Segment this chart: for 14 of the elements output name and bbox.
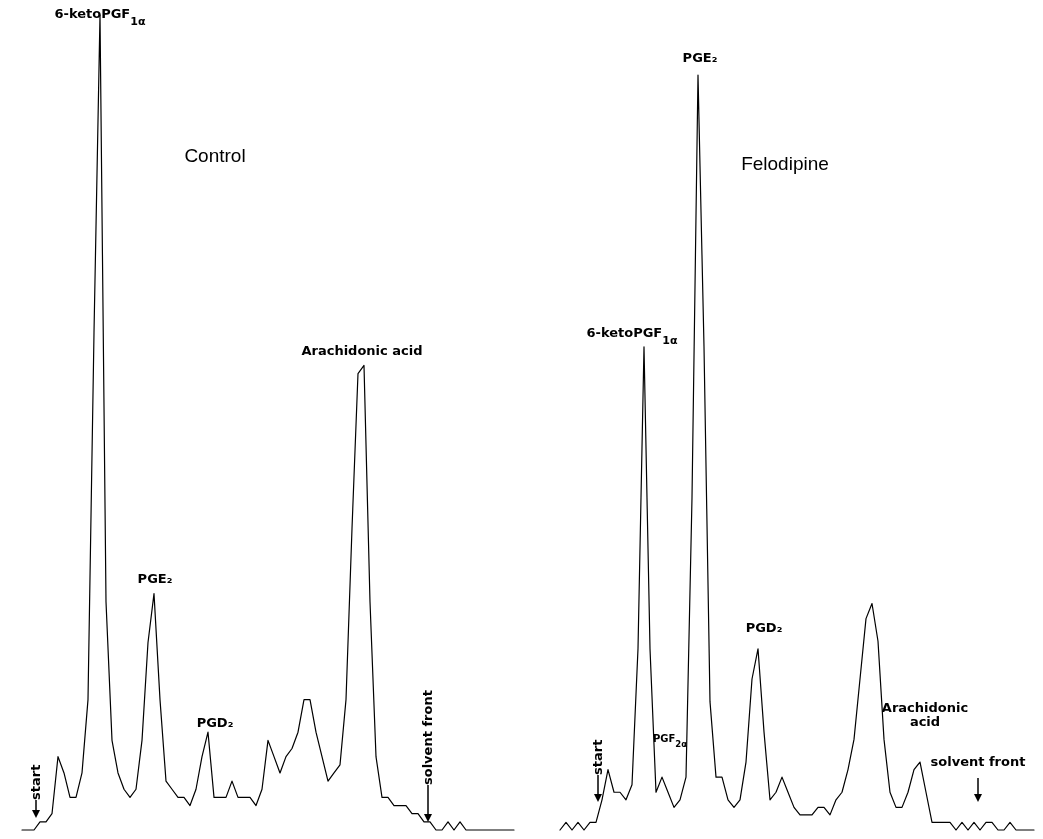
- annotation: solvent front: [420, 690, 435, 785]
- text: PGE₂: [682, 50, 718, 65]
- annotation: PGD₂: [745, 620, 783, 635]
- annotation: Arachidonic acid: [301, 343, 423, 358]
- annotation: PGD₂: [196, 715, 234, 730]
- annotation: start: [28, 764, 43, 800]
- annotation: PGE₂: [137, 571, 173, 586]
- text: Felodipine: [741, 153, 829, 174]
- annotation: 6-ketoPGF$_{1α}$: [586, 325, 678, 347]
- annotation: Arachidonic acid: [881, 700, 969, 730]
- annotation: start: [590, 739, 605, 775]
- annotation: 6-ketoPGF$_{1α}$: [54, 6, 146, 28]
- text: Control: [184, 145, 246, 166]
- annotation: solvent front: [930, 754, 1026, 769]
